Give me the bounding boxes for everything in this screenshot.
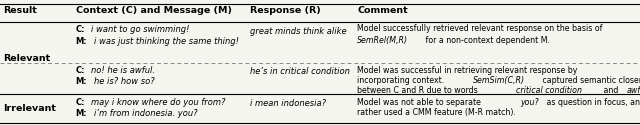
Text: may i know where do you from?: may i know where do you from?: [91, 98, 226, 107]
Text: i’m from indonesia. you?: i’m from indonesia. you?: [94, 109, 198, 118]
Text: great minds think alike: great minds think alike: [250, 27, 346, 36]
Text: he’s in critical condition: he’s in critical condition: [250, 67, 349, 76]
Text: Context (C) and Message (M): Context (C) and Message (M): [76, 6, 232, 15]
Text: C:: C:: [76, 25, 85, 34]
Text: C:: C:: [76, 66, 85, 75]
Text: Irrelevant: Irrelevant: [3, 104, 56, 113]
Text: M:: M:: [76, 38, 87, 46]
Text: Model was not able to separate: Model was not able to separate: [357, 98, 483, 107]
Text: i mean indonesia?: i mean indonesia?: [250, 99, 326, 108]
Text: Response (R): Response (R): [250, 6, 321, 15]
Text: Result: Result: [3, 6, 37, 15]
Text: as question in focus, and: as question in focus, and: [544, 98, 640, 107]
Text: SemRel(M,R): SemRel(M,R): [357, 36, 408, 45]
Text: no! he is awful.: no! he is awful.: [91, 66, 155, 75]
Text: Model was successful in retrieving relevant response by: Model was successful in retrieving relev…: [357, 66, 577, 75]
Text: for a non-context dependent M.: for a non-context dependent M.: [423, 36, 550, 45]
Text: he is? how so?: he is? how so?: [94, 78, 155, 86]
Text: you?: you?: [520, 98, 539, 107]
Text: i was just thinking the same thing!: i was just thinking the same thing!: [94, 38, 239, 46]
Text: captured semantic closeness: captured semantic closeness: [540, 76, 640, 85]
Text: between C and R due to words: between C and R due to words: [357, 86, 481, 95]
Text: critical condition: critical condition: [516, 86, 582, 95]
Text: i want to go swimming!: i want to go swimming!: [91, 25, 189, 34]
Text: M:: M:: [76, 109, 87, 118]
Text: Model successfully retrieved relevant response on the basis of: Model successfully retrieved relevant re…: [357, 24, 603, 33]
Text: Relevant: Relevant: [3, 54, 51, 63]
Text: SemSim(C,R): SemSim(C,R): [473, 76, 525, 85]
Text: incorporating context.: incorporating context.: [357, 76, 447, 85]
Text: M:: M:: [76, 78, 87, 86]
Text: Comment: Comment: [357, 6, 408, 15]
Text: awful: awful: [627, 86, 640, 95]
Text: C:: C:: [76, 98, 85, 107]
Text: rather used a CMM feature (M-R match).: rather used a CMM feature (M-R match).: [357, 108, 516, 117]
Text: and: and: [602, 86, 621, 95]
